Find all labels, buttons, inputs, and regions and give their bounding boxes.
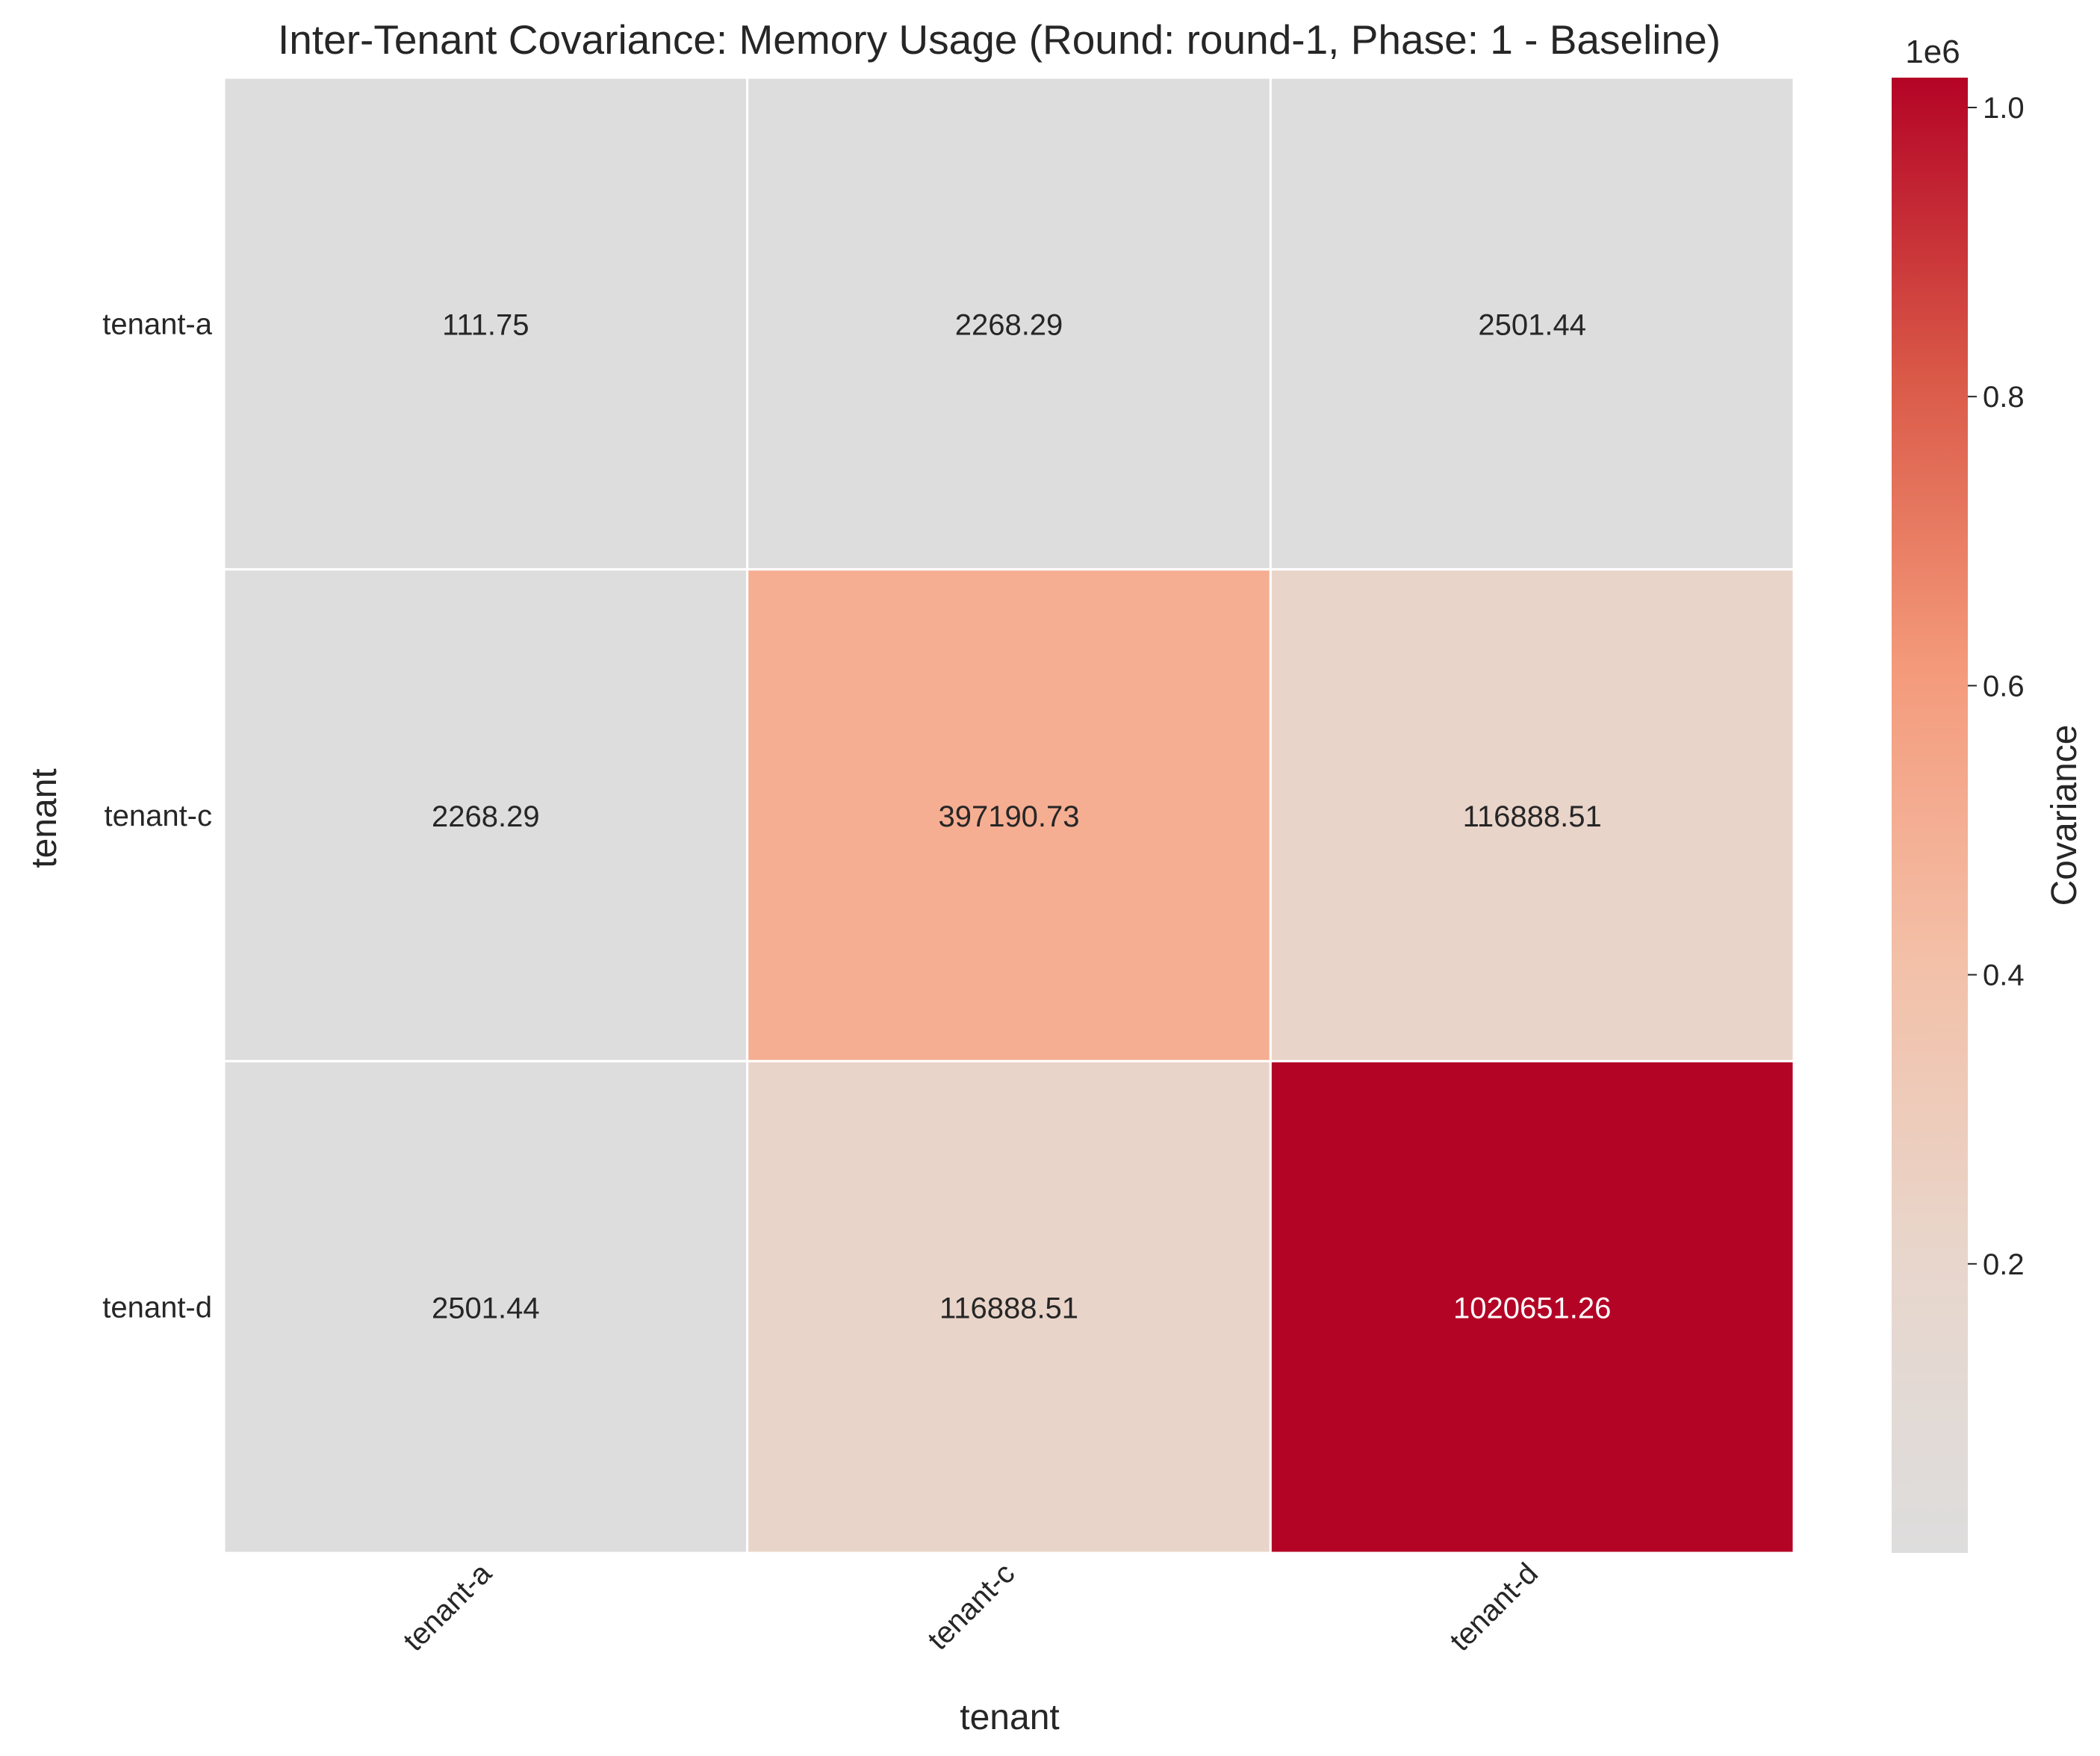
heatmap-cell-labels: 111.75 2268.29 2501.44 2268.29 397190.73 1168… — [432, 308, 1611, 1324]
colorbar-offset-text: 1e6 — [1905, 34, 1960, 70]
heatmap-cell-tenant-a-tenant-a — [223, 76, 749, 571]
x-tick-label: tenant-d — [1444, 1557, 1544, 1657]
y-tick-label: tenant-d — [102, 1292, 212, 1324]
colorbar — [1892, 78, 1968, 1553]
cell-value-label: 1020651.26 — [1453, 1292, 1611, 1325]
y-axis-tick-labels: tenant-a tenant-c tenant-d — [102, 308, 213, 1324]
heatmap-cell-tenant-d-tenant-c — [746, 1059, 1272, 1554]
heatmap-cell-tenant-a-tenant-c — [746, 76, 1272, 571]
y-tick-label: tenant-c — [104, 800, 212, 832]
cell-value-label: 2501.44 — [432, 1292, 540, 1325]
heatmap-cell-tenant-c-tenant-c — [746, 568, 1272, 1062]
colorbar-label: Covariance — [2045, 725, 2084, 906]
heatmap-cell-tenant-c-tenant-d — [1269, 568, 1795, 1062]
y-axis-label: tenant — [25, 768, 64, 868]
x-tick-label: tenant-c — [922, 1557, 1021, 1656]
heatmap-cell-tenant-a-tenant-d — [1269, 76, 1795, 571]
heatmap-cells — [223, 76, 1795, 1554]
x-axis-label: tenant — [960, 1698, 1059, 1737]
colorbar-tick-label: 0.6 — [1983, 670, 2025, 703]
cell-value-label: 397190.73 — [938, 800, 1079, 833]
colorbar-tick-label: 1.0 — [1983, 92, 2025, 125]
x-axis-tick-labels: tenant-a tenant-c tenant-d — [397, 1557, 1544, 1657]
x-tick-label: tenant-a — [397, 1557, 498, 1657]
cell-value-label: 2268.29 — [955, 308, 1063, 341]
colorbar-tick-label: 0.2 — [1983, 1248, 2025, 1281]
cell-value-label: 2268.29 — [432, 800, 540, 833]
cell-value-label: 116888.51 — [939, 1292, 1078, 1325]
heatmap-cell-tenant-d-tenant-d — [1269, 1059, 1795, 1554]
colorbar-ticks: 0.2 0.4 0.6 0.8 1.0 — [1968, 92, 2025, 1281]
colorbar-tick-label: 0.8 — [1983, 381, 2025, 414]
heatmap-cell-tenant-c-tenant-a — [223, 568, 749, 1062]
chart-title: Inter-Tenant Covariance: Memory Usage (R… — [278, 16, 1721, 63]
cell-value-label: 2501.44 — [1478, 308, 1586, 341]
colorbar-tick-label: 0.4 — [1983, 959, 2025, 992]
cell-value-label: 116888.51 — [1463, 800, 1602, 833]
heatmap-cell-tenant-d-tenant-a — [223, 1059, 749, 1554]
cell-value-label: 111.75 — [442, 308, 529, 341]
y-tick-label: tenant-a — [102, 308, 213, 340]
